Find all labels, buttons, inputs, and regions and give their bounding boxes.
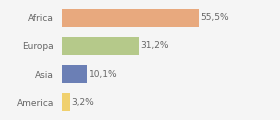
Bar — [62, 9, 199, 27]
Text: 10,1%: 10,1% — [88, 70, 117, 79]
Bar — [62, 65, 87, 83]
Bar — [62, 93, 69, 111]
Text: 3,2%: 3,2% — [71, 98, 94, 107]
Text: 55,5%: 55,5% — [201, 13, 229, 22]
Text: 31,2%: 31,2% — [141, 41, 169, 50]
Bar — [62, 37, 139, 55]
